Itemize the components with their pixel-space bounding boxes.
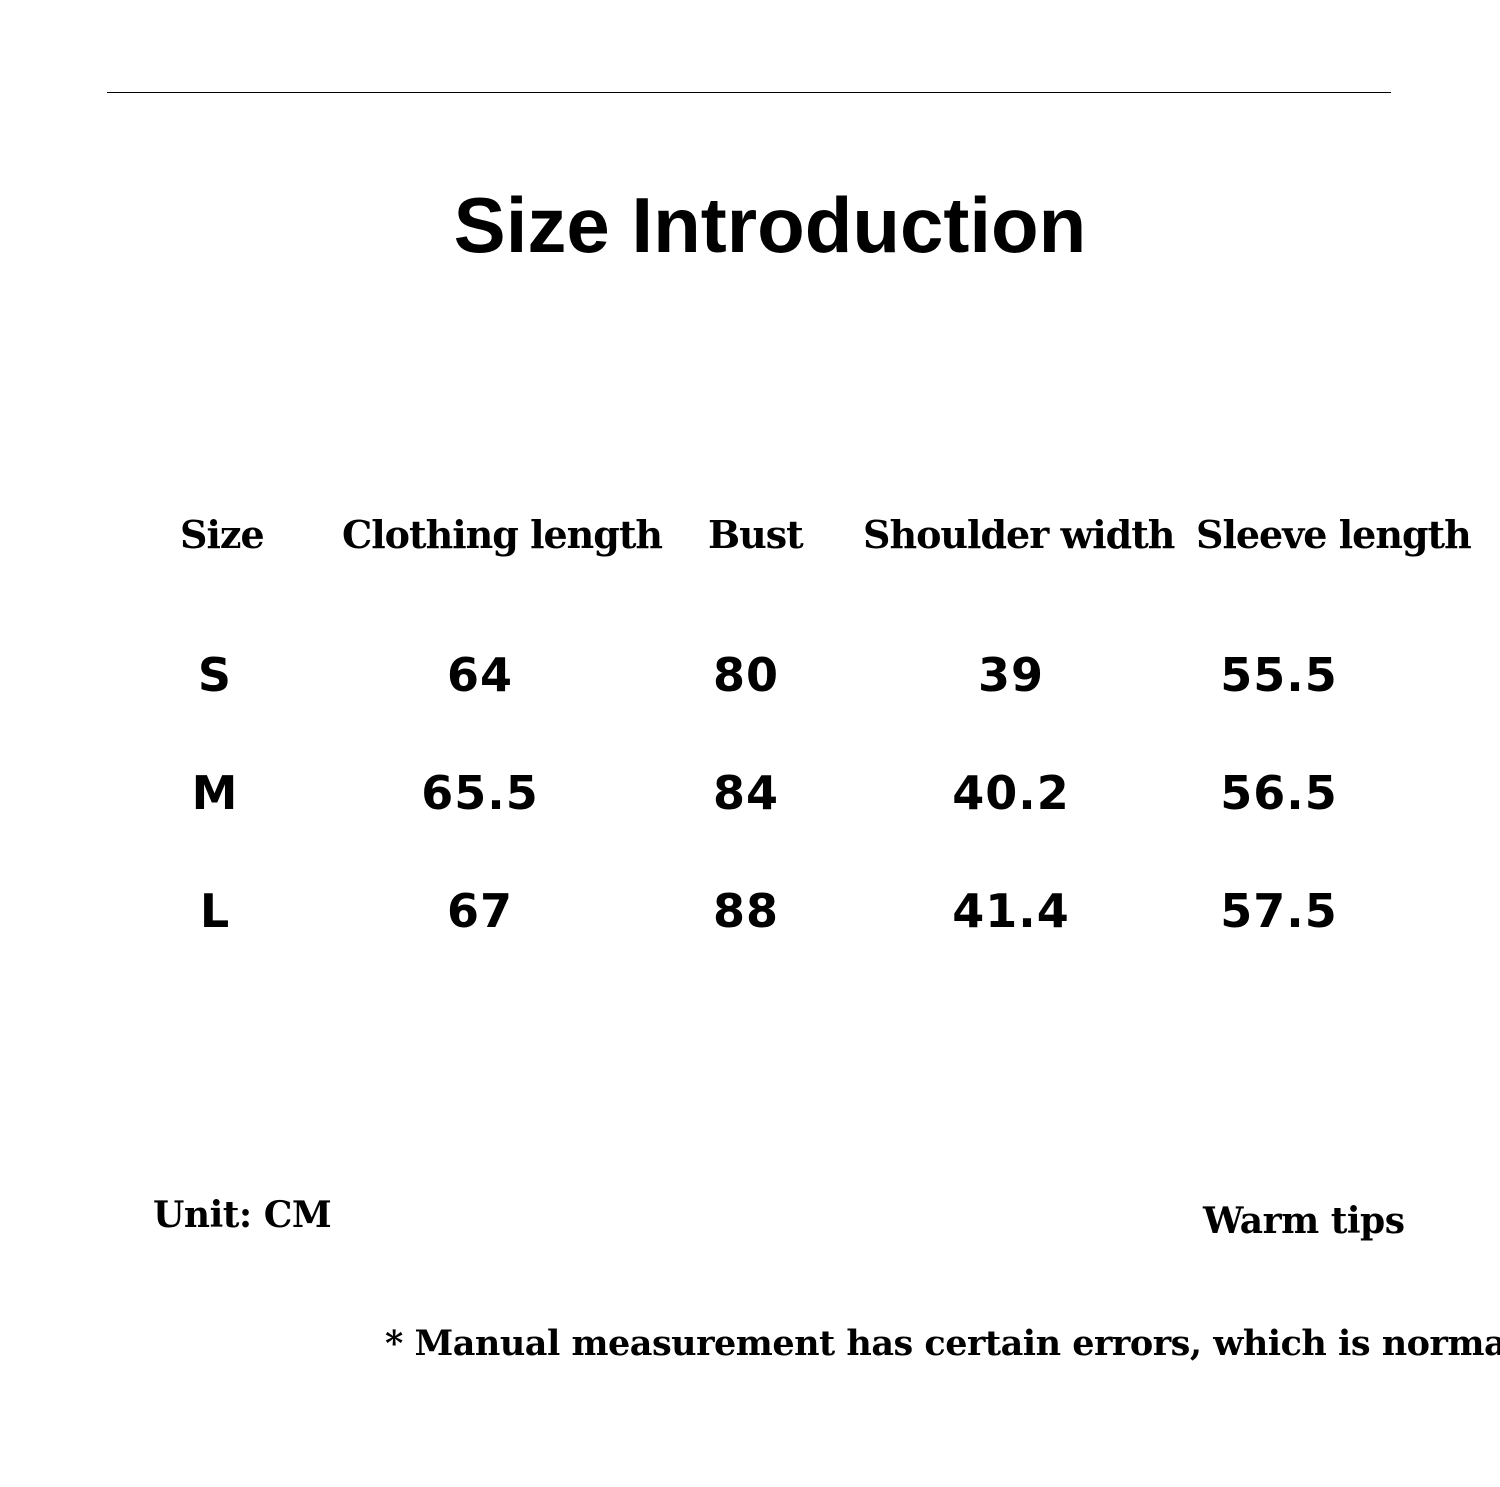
table-cell: 40.2 (952, 766, 1070, 820)
table-cell: 39 (977, 648, 1044, 702)
table-cell: 65.5 (421, 766, 539, 820)
top-divider (107, 92, 1391, 93)
table-cell: 57.5 (1220, 884, 1338, 938)
header-sleeve-length: Sleeve length (1196, 512, 1472, 557)
table-cell: 84 (712, 766, 779, 820)
unit-label: Unit: CM (153, 1194, 332, 1236)
table-cell: M (191, 766, 239, 820)
table-cell: 80 (712, 648, 779, 702)
header-clothing-length: Clothing length (342, 512, 663, 557)
header-shoulder-width: Shoulder width (863, 512, 1175, 557)
table-cell: 64 (446, 648, 513, 702)
header-bust: Bust (708, 512, 804, 557)
table-cell: 55.5 (1220, 648, 1338, 702)
table-cell: 56.5 (1220, 766, 1338, 820)
page-title: Size Introduction (453, 181, 1087, 269)
table-cell: 88 (712, 884, 779, 938)
measurement-note: * Manual measurement has certain errors,… (385, 1323, 1500, 1364)
header-size: Size (180, 512, 265, 557)
table-cell: 67 (446, 884, 513, 938)
table-cell: 41.4 (952, 884, 1070, 938)
warm-tips-label: Warm tips (1203, 1200, 1405, 1242)
table-cell: S (197, 648, 233, 702)
table-cell: L (199, 884, 231, 938)
